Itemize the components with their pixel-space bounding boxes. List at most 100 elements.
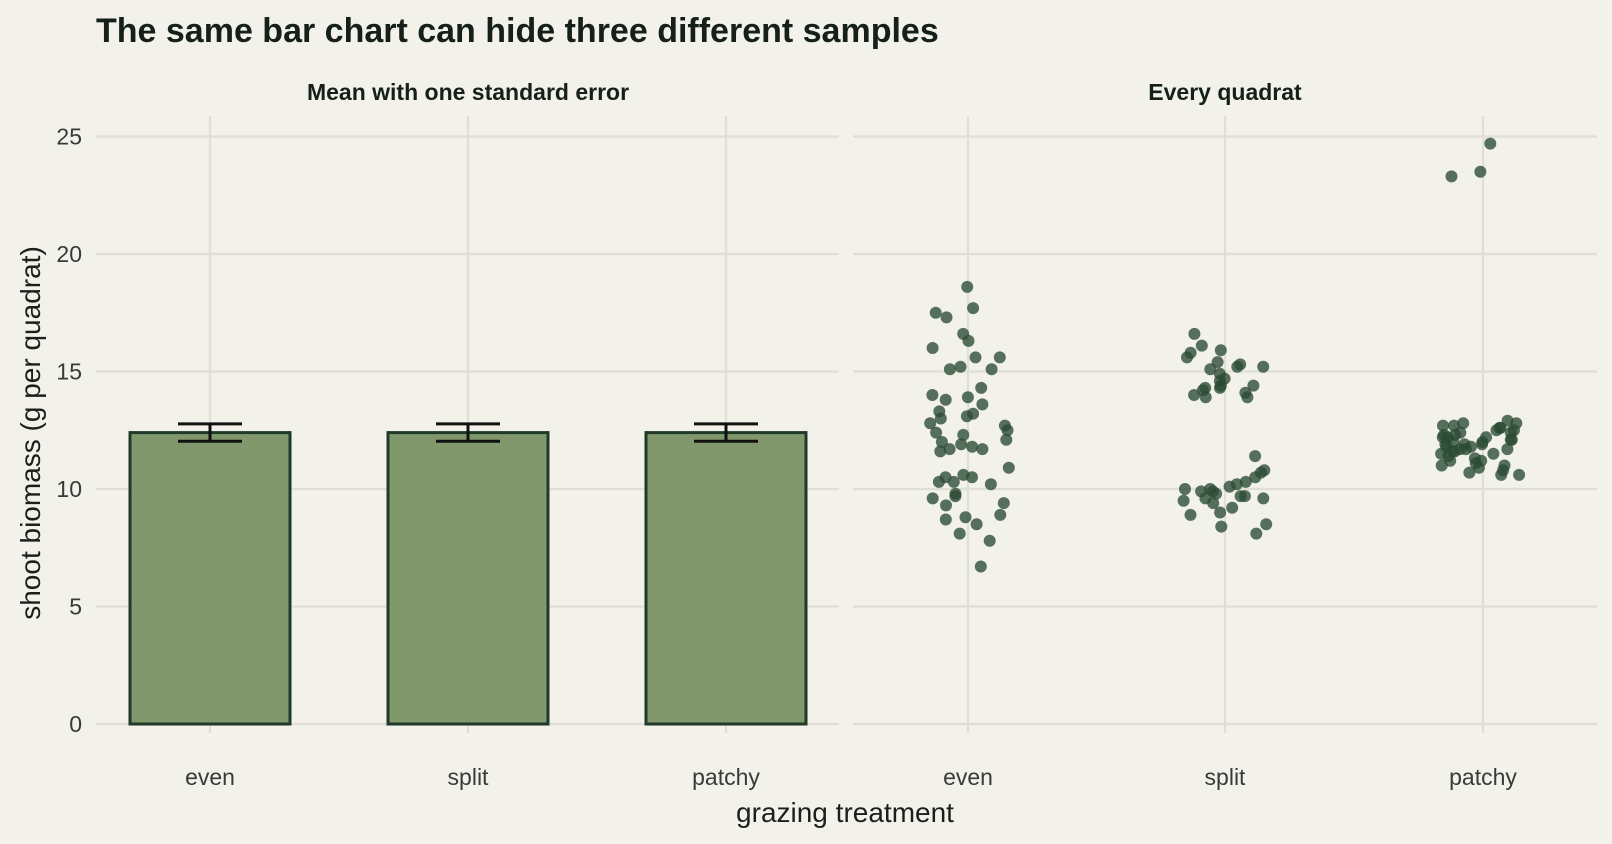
point-split-44 — [1215, 520, 1228, 533]
point-even-15 — [939, 393, 952, 406]
point-patchy-6 — [1437, 419, 1449, 432]
point-split-42 — [1184, 508, 1197, 521]
point-patchy-0 — [1484, 137, 1497, 150]
error-bar-split — [436, 422, 500, 443]
point-patchy-2 — [1445, 170, 1458, 183]
point-even-45 — [994, 508, 1007, 521]
error-bar-patchy — [694, 422, 758, 443]
point-even-3 — [940, 311, 953, 324]
point-split-2 — [1214, 344, 1227, 357]
point-split-38 — [1177, 494, 1190, 507]
point-split-9 — [1204, 363, 1217, 376]
point-even-36 — [966, 471, 978, 484]
point-even-33 — [1002, 461, 1015, 474]
point-even-2 — [929, 306, 942, 319]
point-split-7 — [1231, 360, 1244, 373]
point-even-21 — [924, 417, 937, 430]
point-even-46 — [959, 511, 972, 524]
x-tick-label-split-panel-0: split — [448, 764, 490, 790]
point-patchy-1 — [1474, 165, 1487, 178]
point-even-49 — [953, 527, 966, 540]
point-even-10 — [943, 363, 956, 376]
point-even-38 — [932, 475, 945, 488]
bar-even — [128, 431, 292, 726]
y-axis-ticks: 0 5 10 15 20 25 — [56, 124, 82, 738]
point-patchy-34 — [1487, 447, 1500, 460]
bar-split — [386, 431, 550, 726]
point-split-25 — [1249, 471, 1262, 484]
point-even-51 — [974, 560, 987, 573]
point-patchy-40 — [1435, 459, 1448, 472]
error-bar-even — [178, 422, 242, 443]
x-tick-label-even-panel-1: even — [943, 764, 993, 790]
point-even-11 — [985, 363, 998, 376]
point-even-24 — [930, 426, 943, 439]
point-split-8 — [1257, 360, 1270, 373]
point-split-4 — [1181, 351, 1193, 364]
point-even-32 — [934, 445, 947, 458]
point-split-13 — [1247, 379, 1260, 392]
point-even-7 — [993, 351, 1006, 364]
point-even-28 — [955, 438, 968, 451]
y-tick-label-5: 5 — [69, 594, 82, 620]
y-tick-label-0: 0 — [69, 711, 82, 737]
point-patchy-30 — [1501, 443, 1514, 456]
y-tick-label-10: 10 — [56, 476, 82, 502]
point-even-6 — [926, 342, 939, 354]
point-split-43 — [1260, 518, 1273, 531]
point-even-23 — [1001, 424, 1014, 437]
point-split-19 — [1188, 389, 1201, 401]
bar-patchy — [644, 431, 808, 726]
point-split-45 — [1250, 527, 1263, 540]
point-split-37 — [1257, 492, 1270, 505]
points-panel — [853, 116, 1597, 733]
point-split-40 — [1226, 501, 1239, 514]
points-patchy — [1435, 137, 1526, 481]
point-split-41 — [1214, 506, 1227, 519]
point-even-20 — [934, 412, 947, 425]
point-even-1 — [967, 302, 980, 315]
point-split-39 — [1207, 497, 1220, 510]
point-patchy-5 — [1457, 417, 1470, 430]
points-even — [924, 280, 1015, 573]
point-even-50 — [983, 534, 996, 547]
x-axis-label: grazing treatment — [736, 797, 954, 828]
y-axis-label: shoot biomass (g per quadrat) — [15, 246, 46, 620]
point-even-39 — [984, 478, 997, 491]
facet-title-points-panel: Every quadrat — [1148, 79, 1302, 105]
point-even-27 — [935, 436, 948, 448]
point-even-29 — [966, 440, 979, 453]
point-split-0 — [1188, 327, 1201, 340]
point-even-16 — [976, 398, 989, 411]
x-tick-label-even-panel-0: even — [185, 764, 235, 790]
point-even-5 — [962, 334, 975, 347]
point-even-48 — [970, 518, 983, 531]
point-even-12 — [975, 381, 988, 394]
point-even-31 — [943, 443, 956, 456]
point-split-22 — [1249, 450, 1262, 463]
point-split-33 — [1210, 487, 1223, 500]
point-split-26 — [1239, 475, 1252, 488]
point-split-35 — [1238, 490, 1251, 503]
point-even-13 — [926, 389, 939, 401]
point-even-43 — [997, 497, 1010, 510]
point-even-37 — [947, 475, 960, 488]
point-even-26 — [1000, 433, 1013, 446]
point-patchy-42 — [1472, 461, 1485, 474]
point-even-30 — [976, 443, 989, 456]
y-tick-label-25: 25 — [56, 124, 82, 150]
y-tick-label-15: 15 — [56, 359, 82, 385]
point-patchy-29 — [1459, 443, 1472, 456]
point-split-15 — [1213, 381, 1226, 394]
point-split-28 — [1223, 480, 1236, 493]
point-split-29 — [1179, 483, 1191, 495]
point-even-8 — [969, 351, 982, 364]
point-patchy-44 — [1463, 466, 1476, 479]
point-even-14 — [961, 391, 974, 404]
x-tick-label-patchy-panel-0: patchy — [692, 764, 760, 790]
y-tick-label-20: 20 — [56, 241, 82, 267]
bar-panel — [96, 116, 839, 733]
point-even-19 — [960, 410, 973, 423]
point-patchy-25 — [1476, 438, 1488, 451]
